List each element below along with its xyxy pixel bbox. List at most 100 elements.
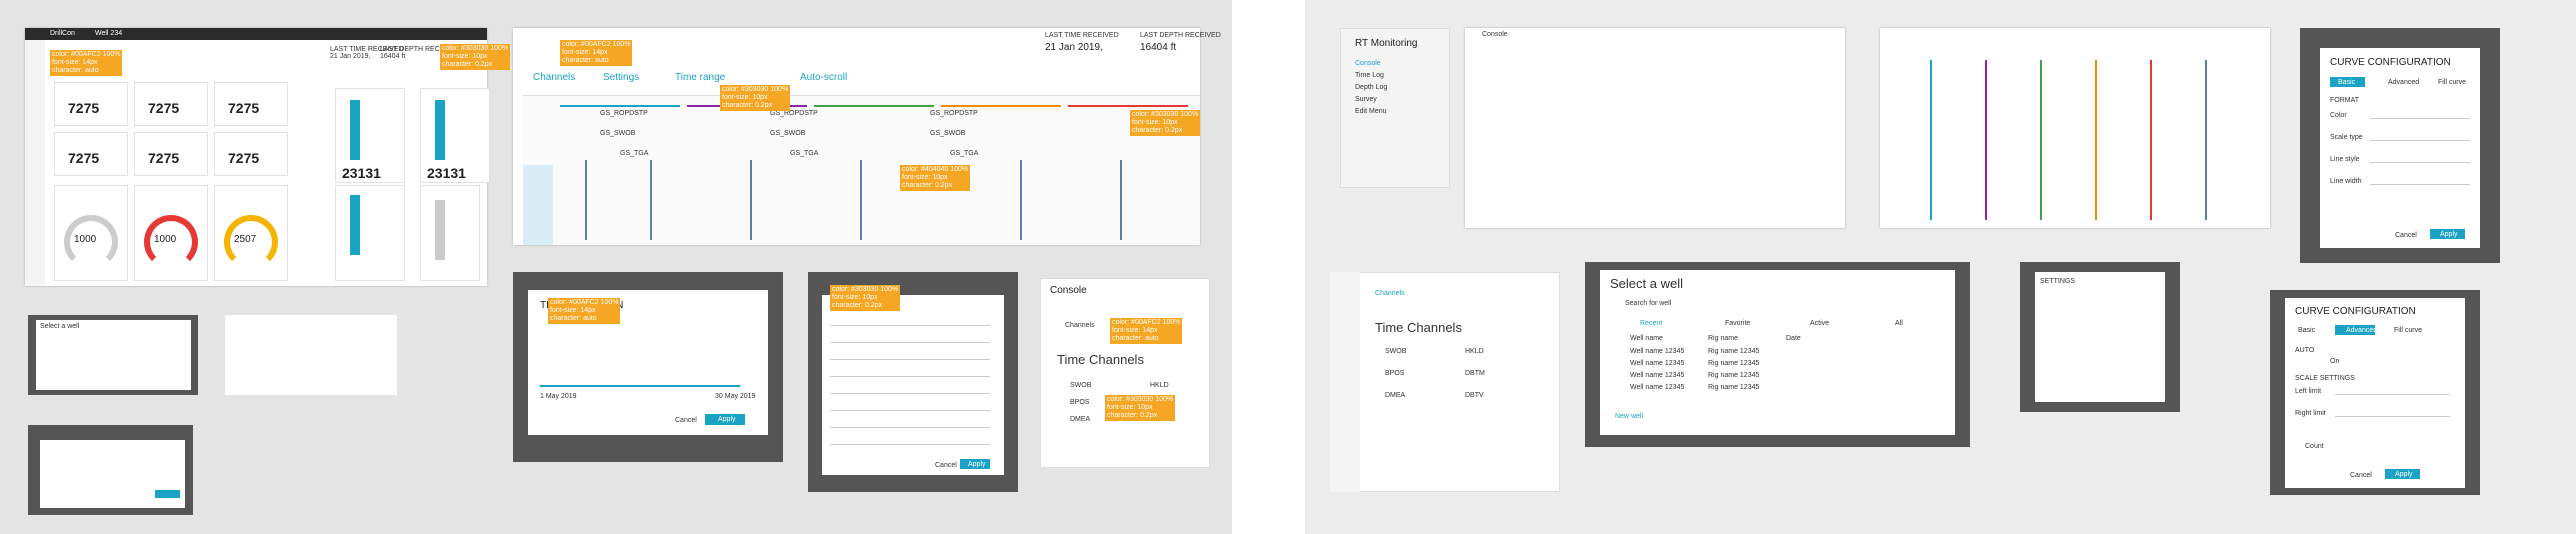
channel: DBTM [1465, 370, 1485, 377]
curve-line [941, 105, 1061, 107]
tab[interactable]: Time range [675, 72, 726, 83]
tab[interactable]: All [1895, 320, 1903, 327]
tab[interactable]: Settings [603, 72, 640, 83]
tile-value: 7275 [68, 100, 100, 116]
menu-item[interactable]: Console [1355, 60, 1381, 67]
button[interactable]: Apply [2440, 231, 2458, 238]
annotation-line: character: 0.2px [1107, 412, 1158, 419]
bar [350, 195, 360, 255]
label: LAST DEPTH RECEIVED [1140, 32, 1221, 39]
field-label: Left limit [2295, 388, 2322, 395]
annotation: color: #303030 100% font-size: 10px charac… [440, 44, 511, 70]
cell: Rig name 12345 [1708, 360, 1760, 367]
annotation-line: color: #00AFC2 100% [550, 299, 619, 306]
annotation-line: font-size: 10px [1107, 404, 1153, 411]
tab[interactable]: Channels [533, 72, 576, 83]
cell: Well name 12345 [1630, 372, 1685, 379]
annotation-line: font-size: 10px [832, 294, 878, 301]
button[interactable]: Cancel [675, 417, 697, 424]
curve [1120, 160, 1122, 240]
curve [860, 160, 862, 240]
tile [134, 132, 208, 176]
button[interactable]: Apply [718, 416, 736, 423]
tab[interactable]: Advanced [2346, 327, 2378, 334]
checkbox[interactable]: Count [2305, 443, 2324, 450]
button[interactable]: Apply [2395, 471, 2413, 478]
annotation: color: #00AFC2 100% font-size: 14px charac… [548, 298, 621, 324]
bar-tile [335, 88, 405, 183]
tile [54, 82, 128, 126]
field-label: Line width [2330, 178, 2362, 185]
track-name: GS_SWOB [770, 130, 806, 137]
column: Well name [1630, 335, 1663, 342]
field [2370, 118, 2470, 119]
annotation-line: font-size: 10px [902, 174, 948, 181]
field [2335, 416, 2450, 417]
annotation-line: character: auto [562, 57, 609, 64]
value: 16404 ft [380, 53, 406, 60]
button[interactable]: Apply [968, 461, 986, 468]
bar-value: 23131 [342, 165, 381, 181]
slider [540, 385, 740, 387]
menu-item[interactable]: Time Log [1355, 72, 1384, 79]
column: Date [1786, 335, 1801, 342]
button[interactable]: Cancel [935, 462, 957, 469]
modal [36, 320, 191, 390]
bar-tile [420, 185, 480, 281]
modal-title: SETTINGS [2040, 278, 2076, 285]
annotation-line: color: #303030 100% [832, 286, 899, 293]
bar [435, 200, 445, 260]
annotation-line: character: 0.2px [442, 61, 493, 68]
annotation-line: character: 0.2px [1132, 127, 1183, 134]
annotation: color: #00AFC2 100% font-size: 14px charac… [560, 40, 633, 66]
field [830, 342, 990, 343]
label: LAST DEPTH RECEIVED [380, 46, 461, 53]
cell: Well name 12345 [1630, 384, 1685, 391]
tab[interactable]: Basic [2298, 327, 2316, 334]
tab[interactable]: Recent [1640, 320, 1663, 327]
track-name: GS_TGA [950, 150, 979, 157]
annotation-line: font-size: 10px [1132, 119, 1178, 126]
field [830, 444, 990, 445]
menu-item[interactable]: Survey [1355, 96, 1377, 103]
annotation-line: color: #303030 100% [1107, 396, 1174, 403]
annotation-line: color: #303030 100% [1132, 111, 1199, 118]
tab-active [2335, 325, 2375, 335]
annotation: color: #00AFC2 100% font-size: 14px charac… [50, 50, 123, 76]
tab[interactable]: Active [1810, 320, 1830, 327]
tab[interactable]: Favorite [1725, 320, 1751, 327]
curve [1985, 60, 1987, 220]
button[interactable]: Cancel [2350, 472, 2372, 479]
tab[interactable]: Channels [1065, 322, 1095, 329]
gauge [224, 215, 278, 269]
button[interactable]: Cancel [2395, 232, 2417, 239]
heading: Time Channels [1375, 320, 1462, 335]
annotation-line: font-size: 14px [562, 49, 608, 56]
annotation-line: font-size: 14px [1112, 327, 1158, 334]
curve [750, 160, 752, 240]
annotation-line: character: auto [52, 67, 99, 74]
annotation-line: character: 0.2px [832, 302, 883, 309]
tab[interactable]: Channels [1375, 290, 1405, 297]
modal [2035, 272, 2165, 402]
cell: Well name 12345 [1630, 360, 1685, 367]
field [830, 393, 990, 394]
tile-value: 7275 [148, 150, 180, 166]
modal-title: CURVE CONFIGURATION [2330, 57, 2451, 68]
tab[interactable]: Basic [2338, 79, 2356, 86]
menu-item[interactable]: Edit Menu [1355, 108, 1387, 115]
toggle[interactable]: On [2330, 358, 2340, 365]
tab[interactable]: Fill curve [2394, 327, 2423, 334]
channel: BPOS [1385, 370, 1405, 377]
tab[interactable]: Auto-scroll [800, 72, 848, 83]
curve [1930, 60, 1932, 220]
tab[interactable]: Advanced [2388, 79, 2420, 86]
link[interactable]: New well [1615, 413, 1644, 420]
tab[interactable]: Fill curve [2438, 79, 2467, 86]
menu-item[interactable]: Depth Log [1355, 84, 1388, 91]
time-small [225, 315, 397, 395]
curve-line [814, 105, 934, 107]
field [830, 359, 990, 360]
track-name: GS_ROPDSTP [930, 110, 978, 117]
tile [214, 82, 288, 126]
